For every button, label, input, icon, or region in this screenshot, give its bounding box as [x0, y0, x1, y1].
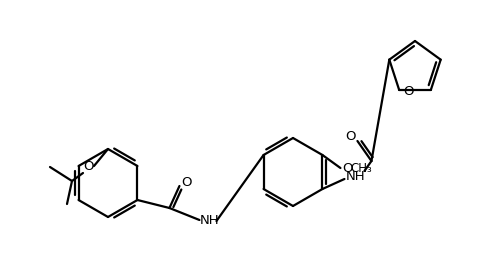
Text: NH: NH — [200, 215, 219, 228]
Text: NH: NH — [346, 169, 365, 182]
Text: O: O — [181, 175, 192, 188]
Text: O: O — [342, 163, 353, 175]
Text: O: O — [345, 130, 356, 144]
Text: O: O — [83, 161, 93, 174]
Text: CH₃: CH₃ — [351, 163, 373, 175]
Text: O: O — [403, 85, 413, 98]
